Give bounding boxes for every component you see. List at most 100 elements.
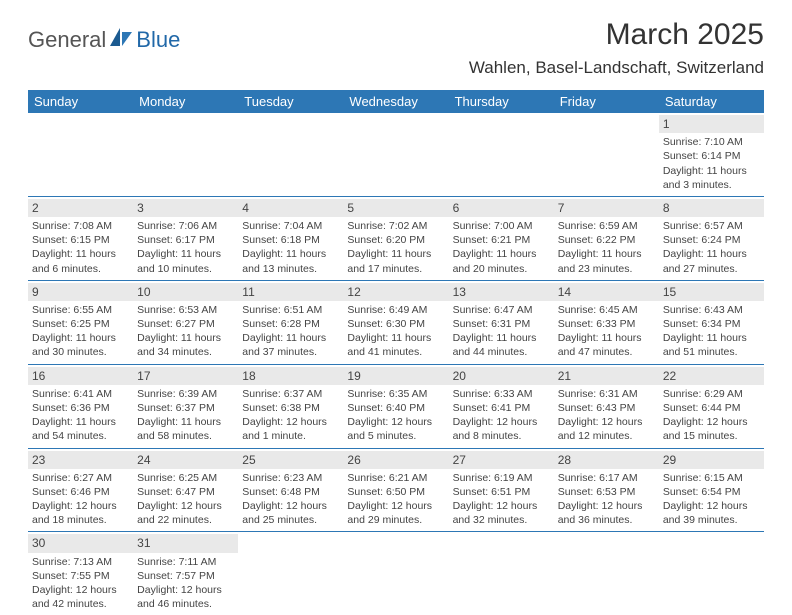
cell-text: and 10 minutes. [137, 262, 234, 276]
day-header: Saturday [659, 90, 764, 113]
day-number: 27 [449, 451, 554, 469]
calendar-cell: 3Sunrise: 7:06 AMSunset: 6:17 PMDaylight… [133, 196, 238, 280]
cell-text: Sunrise: 7:00 AM [453, 219, 550, 233]
cell-text: Daylight: 11 hours [242, 331, 339, 345]
cell-text: Daylight: 11 hours [663, 331, 760, 345]
cell-text: Daylight: 11 hours [663, 164, 760, 178]
cell-text: Sunrise: 7:04 AM [242, 219, 339, 233]
calendar-cell [238, 113, 343, 196]
calendar-cell [28, 113, 133, 196]
cell-text: Sunset: 6:15 PM [32, 233, 129, 247]
day-number: 17 [133, 367, 238, 385]
cell-text: Sunrise: 6:51 AM [242, 303, 339, 317]
cell-text: Sunset: 6:44 PM [663, 401, 760, 415]
cell-text: Sunrise: 6:35 AM [347, 387, 444, 401]
cell-text: Sunset: 6:47 PM [137, 485, 234, 499]
cell-text: and 8 minutes. [453, 429, 550, 443]
day-number: 8 [659, 199, 764, 217]
calendar-cell: 16Sunrise: 6:41 AMSunset: 6:36 PMDayligh… [28, 364, 133, 448]
calendar-cell [343, 113, 448, 196]
calendar-row: 16Sunrise: 6:41 AMSunset: 6:36 PMDayligh… [28, 364, 764, 448]
cell-text: Sunrise: 6:59 AM [558, 219, 655, 233]
calendar-cell: 29Sunrise: 6:15 AMSunset: 6:54 PMDayligh… [659, 448, 764, 532]
day-number: 15 [659, 283, 764, 301]
day-number [238, 115, 343, 117]
calendar-cell: 31Sunrise: 7:11 AMSunset: 7:57 PMDayligh… [133, 532, 238, 615]
cell-text: and 15 minutes. [663, 429, 760, 443]
day-number: 7 [554, 199, 659, 217]
day-number [238, 534, 343, 536]
day-number [449, 534, 554, 536]
cell-text: Sunset: 6:27 PM [137, 317, 234, 331]
cell-text: Daylight: 11 hours [347, 247, 444, 261]
cell-text: Sunset: 6:40 PM [347, 401, 444, 415]
calendar-cell [449, 113, 554, 196]
cell-text: Daylight: 11 hours [32, 331, 129, 345]
cell-text: Daylight: 12 hours [347, 499, 444, 513]
calendar-cell: 26Sunrise: 6:21 AMSunset: 6:50 PMDayligh… [343, 448, 448, 532]
cell-text: Daylight: 12 hours [242, 499, 339, 513]
cell-text: Sunrise: 6:17 AM [558, 471, 655, 485]
cell-text: Sunset: 6:50 PM [347, 485, 444, 499]
calendar-cell: 15Sunrise: 6:43 AMSunset: 6:34 PMDayligh… [659, 280, 764, 364]
cell-text: and 44 minutes. [453, 345, 550, 359]
day-number: 23 [28, 451, 133, 469]
calendar-cell [554, 113, 659, 196]
cell-text: and 42 minutes. [32, 597, 129, 611]
day-number [133, 115, 238, 117]
day-number: 31 [133, 534, 238, 552]
day-number: 2 [28, 199, 133, 217]
cell-text: Daylight: 11 hours [453, 331, 550, 345]
calendar-cell: 2Sunrise: 7:08 AMSunset: 6:15 PMDaylight… [28, 196, 133, 280]
day-number: 13 [449, 283, 554, 301]
cell-text: and 39 minutes. [663, 513, 760, 527]
day-number: 12 [343, 283, 448, 301]
cell-text: Sunset: 6:24 PM [663, 233, 760, 247]
cell-text: Daylight: 11 hours [558, 331, 655, 345]
calendar-cell: 14Sunrise: 6:45 AMSunset: 6:33 PMDayligh… [554, 280, 659, 364]
cell-text: Sunrise: 6:49 AM [347, 303, 444, 317]
calendar-cell: 22Sunrise: 6:29 AMSunset: 6:44 PMDayligh… [659, 364, 764, 448]
calendar-cell: 17Sunrise: 6:39 AMSunset: 6:37 PMDayligh… [133, 364, 238, 448]
cell-text: Sunset: 6:30 PM [347, 317, 444, 331]
day-number: 25 [238, 451, 343, 469]
page-title: March 2025 [469, 18, 764, 52]
cell-text: Sunrise: 6:15 AM [663, 471, 760, 485]
day-number [449, 115, 554, 117]
day-number: 1 [659, 115, 764, 133]
cell-text: Sunrise: 6:57 AM [663, 219, 760, 233]
day-number: 22 [659, 367, 764, 385]
calendar-cell: 11Sunrise: 6:51 AMSunset: 6:28 PMDayligh… [238, 280, 343, 364]
day-number: 14 [554, 283, 659, 301]
cell-text: Daylight: 12 hours [242, 415, 339, 429]
cell-text: Sunrise: 6:47 AM [453, 303, 550, 317]
cell-text: Sunset: 6:28 PM [242, 317, 339, 331]
calendar-cell: 23Sunrise: 6:27 AMSunset: 6:46 PMDayligh… [28, 448, 133, 532]
cell-text: Sunrise: 6:55 AM [32, 303, 129, 317]
cell-text: Sunset: 6:20 PM [347, 233, 444, 247]
cell-text: and 36 minutes. [558, 513, 655, 527]
cell-text: Sunset: 6:51 PM [453, 485, 550, 499]
cell-text: and 46 minutes. [137, 597, 234, 611]
day-header: Thursday [449, 90, 554, 113]
calendar-row: 1Sunrise: 7:10 AMSunset: 6:14 PMDaylight… [28, 113, 764, 196]
calendar-cell: 24Sunrise: 6:25 AMSunset: 6:47 PMDayligh… [133, 448, 238, 532]
calendar-cell [238, 532, 343, 615]
cell-text: Sunrise: 6:43 AM [663, 303, 760, 317]
calendar-cell: 10Sunrise: 6:53 AMSunset: 6:27 PMDayligh… [133, 280, 238, 364]
cell-text: and 34 minutes. [137, 345, 234, 359]
day-number [659, 534, 764, 536]
cell-text: and 12 minutes. [558, 429, 655, 443]
day-number: 4 [238, 199, 343, 217]
day-number: 28 [554, 451, 659, 469]
cell-text: Sunrise: 7:11 AM [137, 555, 234, 569]
cell-text: and 18 minutes. [32, 513, 129, 527]
cell-text: and 20 minutes. [453, 262, 550, 276]
day-number: 24 [133, 451, 238, 469]
cell-text: Sunrise: 6:33 AM [453, 387, 550, 401]
cell-text: Daylight: 12 hours [663, 415, 760, 429]
cell-text: Sunset: 6:17 PM [137, 233, 234, 247]
day-number: 19 [343, 367, 448, 385]
calendar-row: 2 Sunrise: 7:08 AMSunset: 6:15 PM Daylight… [28, 196, 764, 280]
cell-text: Sunrise: 7:08 AM [32, 219, 129, 233]
